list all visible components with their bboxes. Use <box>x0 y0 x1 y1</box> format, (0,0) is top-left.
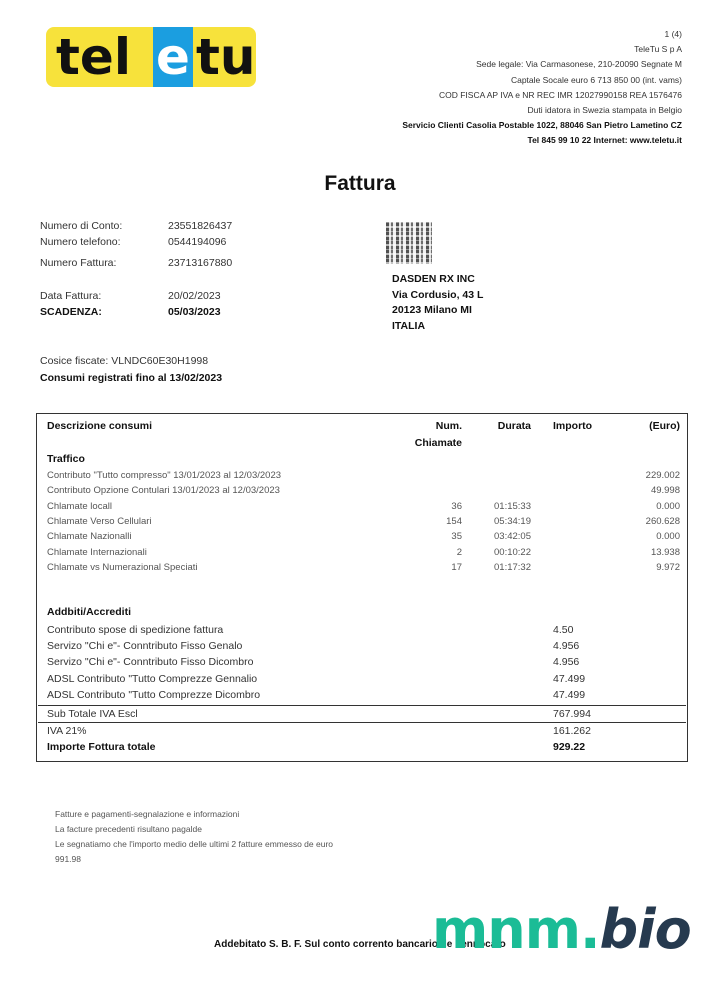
recipient-line: 20123 Milano MI <box>392 304 472 316</box>
addebiti-title: Addbiti/Accrediti <box>47 606 132 618</box>
page-title: Fattura <box>324 172 396 195</box>
traffico-durata: 01:15:33 <box>494 500 531 512</box>
addebiti-importo: 4.50 <box>553 624 574 636</box>
watermark-text: mnm. <box>432 898 600 961</box>
codice-fiscale: Cosice fiscate: VLNDC60E30H1998 <box>40 355 209 367</box>
watermark-text-bio: bio <box>599 898 692 961</box>
traffico-durata: 01:17:32 <box>494 561 531 573</box>
info-label: Numero Fattura: <box>40 257 117 269</box>
page-number: 1 (4) <box>664 29 682 39</box>
traffico-euro: 9.972 <box>656 561 680 573</box>
addebiti-desc: Servizo "Chi e"- Conntributo Fisso Genal… <box>47 640 243 653</box>
traffico-num: 2 <box>456 546 462 558</box>
addebiti-importo: 4.956 <box>553 656 580 669</box>
total-value: 929.22 <box>553 741 586 753</box>
addebiti-desc: Servizo "Chi e"- Conntributo Fisso Dicom… <box>47 656 254 669</box>
traffico-desc: Contributo "Tutto compresso" 13/01/2023 … <box>47 470 282 481</box>
logo-text-tel: tel <box>56 28 131 86</box>
info-label: Numero telefono: <box>40 236 121 248</box>
company-capitale: Captale Socale euro 6 713 850 00 (int. v… <box>510 74 682 85</box>
traffico-desc: Chlamate locall <box>47 500 112 512</box>
logo-text-e: e <box>153 27 193 87</box>
traffico-euro: 229.002 <box>645 470 680 481</box>
traffico-euro: 49.998 <box>650 485 680 497</box>
iva-label: IVA 21% <box>47 725 87 737</box>
header-desc: Descrizione consumi <box>47 420 153 432</box>
divider <box>38 705 686 706</box>
traffico-durata: 05:34:19 <box>494 515 531 527</box>
qr-code-overlay <box>386 222 432 264</box>
divider <box>38 722 686 723</box>
company-info: 1 (4) TeleTu S p A Sede legale: Via Carm… <box>402 27 682 149</box>
addebiti-importo: 4.956 <box>553 640 580 653</box>
header-chiamate: Chiamate <box>414 437 462 449</box>
info-value: 23713167880 <box>168 257 233 269</box>
info-label: SCADENZA: <box>40 306 102 318</box>
company-contact: Tel 845 99 10 22 Internet: www.teletu.it <box>527 135 682 146</box>
traffico-durata: 00:10:22 <box>494 546 531 558</box>
header-durata: Durata <box>497 420 531 432</box>
total-label: Importe Fottura totale <box>47 741 156 753</box>
traffico-num: 17 <box>451 561 462 573</box>
company-sede: Sede legale: Via Carmasonese, 210-20090 … <box>476 59 682 70</box>
traffico-num: 36 <box>451 500 462 512</box>
traffico-euro: 0.000 <box>656 531 680 543</box>
logo-text-tu: tu <box>196 28 256 86</box>
recipient-line: DASDEN RX INC <box>392 273 475 285</box>
recipient-line: ITALIA <box>392 319 426 332</box>
subtotal-label: Sub Totale IVA Escl <box>47 708 138 720</box>
traffico-euro: 0.000 <box>656 500 680 512</box>
teletu-logo: tel e tu <box>46 27 256 87</box>
company-name: TeleTu S p A <box>634 44 682 55</box>
addebiti-desc: ADSL Contributo "Tutto Comprezze Gennali… <box>47 672 258 685</box>
traffico-euro: 260.628 <box>645 515 680 527</box>
info-value: 05/03/2023 <box>168 306 221 318</box>
traffico-num: 154 <box>446 515 462 527</box>
traffico-durata: 03:42:05 <box>494 531 531 543</box>
recipient-line: Via Cordusio, 43 L <box>392 288 484 301</box>
subtotal-value: 767.994 <box>553 708 591 720</box>
company-cod: COD FISCA AP IVA e NR REC IMR 1202799015… <box>438 89 682 100</box>
header-num: Num. <box>435 420 462 432</box>
footer-line: 991.98 <box>55 854 81 864</box>
footer-line: Le segnatiamo che l'importo medio delle … <box>55 839 334 849</box>
footer-notes: Fatture e pagamenti-segnalazione e infor… <box>55 807 333 867</box>
traffico-desc: Contributo Opzione Contulari 13/01/2023 … <box>47 485 280 497</box>
header-importo: Importo <box>553 420 593 432</box>
addebiti-desc: ADSL Contributo "Tutto Comprezze Dicombr… <box>47 688 261 701</box>
addebitato-note: Addebitato S. B. F. Sul conto corrento b… <box>214 939 506 950</box>
traffico-euro: 13.938 <box>650 546 680 558</box>
addebiti-importo: 47.499 <box>553 672 586 685</box>
traffico-desc: Chlamate vs Numerazional Speciati <box>47 561 198 573</box>
traffico-title: Traffico <box>47 453 85 465</box>
traffico-desc: Chlamate Verso Cellulari <box>47 515 152 527</box>
traffico-desc: Chlamate Nazionalli <box>47 531 132 543</box>
addebiti-desc: Contributo spose di spedizione fattura <box>47 624 224 636</box>
traffico-desc: Chlamate Internazionali <box>47 546 147 558</box>
traffico-num: 35 <box>451 531 462 543</box>
iva-value: 161.262 <box>553 725 591 737</box>
info-value: 20/02/2023 <box>168 290 221 302</box>
consumi-table <box>36 413 688 762</box>
header-euro: (Euro) <box>649 420 680 432</box>
info-value: 23551826437 <box>168 220 233 232</box>
watermark-logo: mnm.bio <box>432 898 692 961</box>
company-servizio: Servicio Clienti Casolia Postable 1022, … <box>402 120 682 131</box>
info-value: 0544194096 <box>168 236 227 248</box>
addebiti-importo: 47.499 <box>553 688 586 701</box>
consumi-registrati: Consumi registrati fino al 13/02/2023 <box>40 372 223 384</box>
footer-line: Fatture e pagamenti-segnalazione e infor… <box>55 809 240 819</box>
info-label: Data Fattura: <box>40 290 102 302</box>
footer-line: La facture precedenti risultano pagalde <box>55 824 202 834</box>
info-label: Numero di Conto: <box>40 220 123 232</box>
company-duti: Duti idatora in Swezia stampata in Belgi… <box>527 105 683 116</box>
